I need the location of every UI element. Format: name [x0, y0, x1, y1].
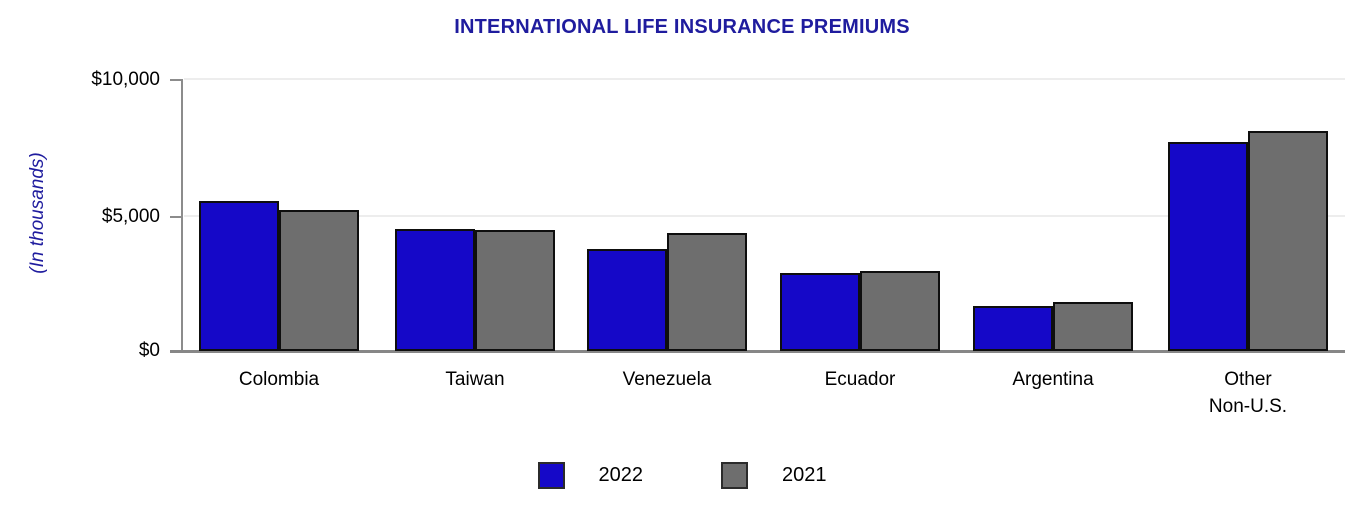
y-axis-line	[181, 79, 183, 352]
bar-2021-other	[1248, 131, 1328, 351]
legend-item-2021: 2021	[721, 462, 827, 489]
bar-2021-taiwan	[475, 230, 555, 351]
bar-2021-venezuela	[667, 233, 747, 351]
bar-2022-ecuador	[780, 273, 860, 351]
x-axis-line	[170, 350, 1345, 353]
y-tick-mark-10000	[170, 79, 183, 81]
legend-swatch-2021	[721, 462, 748, 489]
x-axis-label-ecuador: Ecuador	[824, 369, 896, 390]
x-axis-label-taiwan: Taiwan	[445, 369, 505, 390]
chart-title: INTERNATIONAL LIFE INSURANCE PREMIUMS	[454, 16, 910, 38]
bar-2022-argentina	[973, 306, 1053, 351]
legend: 2022 2021	[0, 462, 1364, 489]
legend-label-2021: 2021	[782, 464, 827, 486]
x-axis-label-other: Other Non-U.S.	[1208, 369, 1288, 417]
x-axis-label-argentina: Argentina	[1012, 369, 1094, 390]
x-axis-label-venezuela: Venezuela	[622, 369, 712, 390]
bar-2021-argentina	[1053, 302, 1133, 351]
bar-2022-other	[1168, 142, 1248, 351]
legend-label-2022: 2022	[598, 464, 644, 486]
gridline-5000	[184, 215, 1345, 217]
bar-2022-venezuela	[587, 249, 667, 351]
x-axis-label-colombia: Colombia	[238, 369, 320, 390]
bar-2022-taiwan	[395, 229, 475, 351]
y-tick-label-10000: $10,000	[91, 69, 160, 90]
y-tick-mark-5000	[170, 216, 183, 218]
bar-2021-ecuador	[860, 271, 940, 351]
bar-2021-colombia	[279, 210, 359, 351]
y-tick-label-0: $0	[138, 340, 160, 361]
gridline-10000	[184, 78, 1345, 80]
bar-2022-colombia	[199, 201, 279, 351]
y-tick-label-5000: $5,000	[101, 206, 160, 227]
legend-item-2022: 2022	[537, 462, 644, 489]
legend-swatch-2022	[537, 462, 565, 489]
